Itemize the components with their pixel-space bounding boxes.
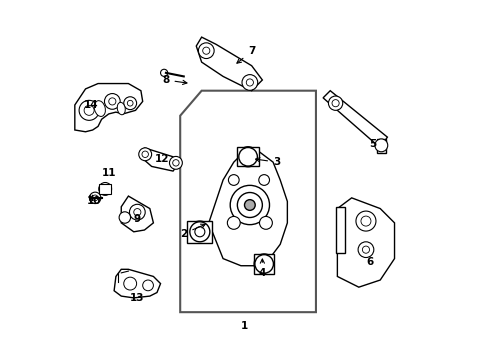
Text: 1: 1 xyxy=(241,321,247,332)
Circle shape xyxy=(123,277,136,290)
Text: 14: 14 xyxy=(83,100,98,110)
Polygon shape xyxy=(142,148,178,171)
Circle shape xyxy=(127,100,133,106)
Text: 11: 11 xyxy=(102,168,116,178)
Polygon shape xyxy=(121,196,153,232)
Bar xyxy=(237,147,258,166)
Circle shape xyxy=(203,47,209,54)
Text: 5: 5 xyxy=(369,139,376,149)
Ellipse shape xyxy=(117,102,125,115)
Circle shape xyxy=(169,157,182,169)
Circle shape xyxy=(243,152,253,162)
Circle shape xyxy=(99,183,111,195)
Polygon shape xyxy=(75,84,142,132)
Circle shape xyxy=(362,246,369,253)
Text: 2: 2 xyxy=(180,224,204,239)
Circle shape xyxy=(172,159,179,166)
Circle shape xyxy=(123,97,136,110)
Circle shape xyxy=(194,227,204,237)
Text: 8: 8 xyxy=(162,75,186,85)
Text: 3: 3 xyxy=(255,157,280,167)
Circle shape xyxy=(142,151,148,157)
Text: 9: 9 xyxy=(134,214,141,224)
Circle shape xyxy=(189,221,210,243)
Circle shape xyxy=(331,100,339,107)
Bar xyxy=(99,184,111,194)
Text: 7: 7 xyxy=(237,46,255,63)
Circle shape xyxy=(119,212,130,223)
Text: 10: 10 xyxy=(87,197,102,206)
Bar xyxy=(376,139,385,153)
Bar xyxy=(254,254,274,274)
Circle shape xyxy=(254,254,274,274)
Circle shape xyxy=(238,148,257,166)
Ellipse shape xyxy=(94,101,105,116)
Circle shape xyxy=(227,216,240,229)
Circle shape xyxy=(328,96,342,111)
Circle shape xyxy=(108,98,116,105)
Circle shape xyxy=(242,75,257,90)
Circle shape xyxy=(258,175,269,185)
Circle shape xyxy=(238,147,258,167)
Circle shape xyxy=(228,175,239,185)
Circle shape xyxy=(142,280,153,291)
Polygon shape xyxy=(196,37,262,91)
Circle shape xyxy=(134,208,141,216)
Circle shape xyxy=(259,216,272,229)
Circle shape xyxy=(230,185,269,225)
Circle shape xyxy=(254,255,273,273)
Text: 13: 13 xyxy=(130,293,144,303)
Circle shape xyxy=(259,259,268,269)
Circle shape xyxy=(355,211,375,231)
Circle shape xyxy=(246,79,253,86)
Circle shape xyxy=(139,148,151,161)
Circle shape xyxy=(244,200,255,210)
Text: 4: 4 xyxy=(258,259,265,278)
Polygon shape xyxy=(337,198,394,287)
Circle shape xyxy=(360,216,370,226)
Text: 12: 12 xyxy=(155,154,169,163)
Polygon shape xyxy=(114,269,160,298)
Bar xyxy=(335,207,344,253)
Circle shape xyxy=(104,94,120,109)
Polygon shape xyxy=(323,91,386,148)
Circle shape xyxy=(357,242,373,257)
Circle shape xyxy=(129,204,145,220)
Circle shape xyxy=(89,192,101,203)
Polygon shape xyxy=(208,152,287,266)
Text: 6: 6 xyxy=(365,257,372,267)
Circle shape xyxy=(84,105,94,115)
Circle shape xyxy=(79,100,99,120)
Circle shape xyxy=(92,195,98,201)
Circle shape xyxy=(198,43,214,59)
Bar xyxy=(187,221,212,243)
Circle shape xyxy=(160,69,167,76)
Circle shape xyxy=(374,139,387,152)
Circle shape xyxy=(102,186,108,192)
Circle shape xyxy=(237,193,262,217)
Circle shape xyxy=(189,222,209,242)
Circle shape xyxy=(194,226,205,238)
